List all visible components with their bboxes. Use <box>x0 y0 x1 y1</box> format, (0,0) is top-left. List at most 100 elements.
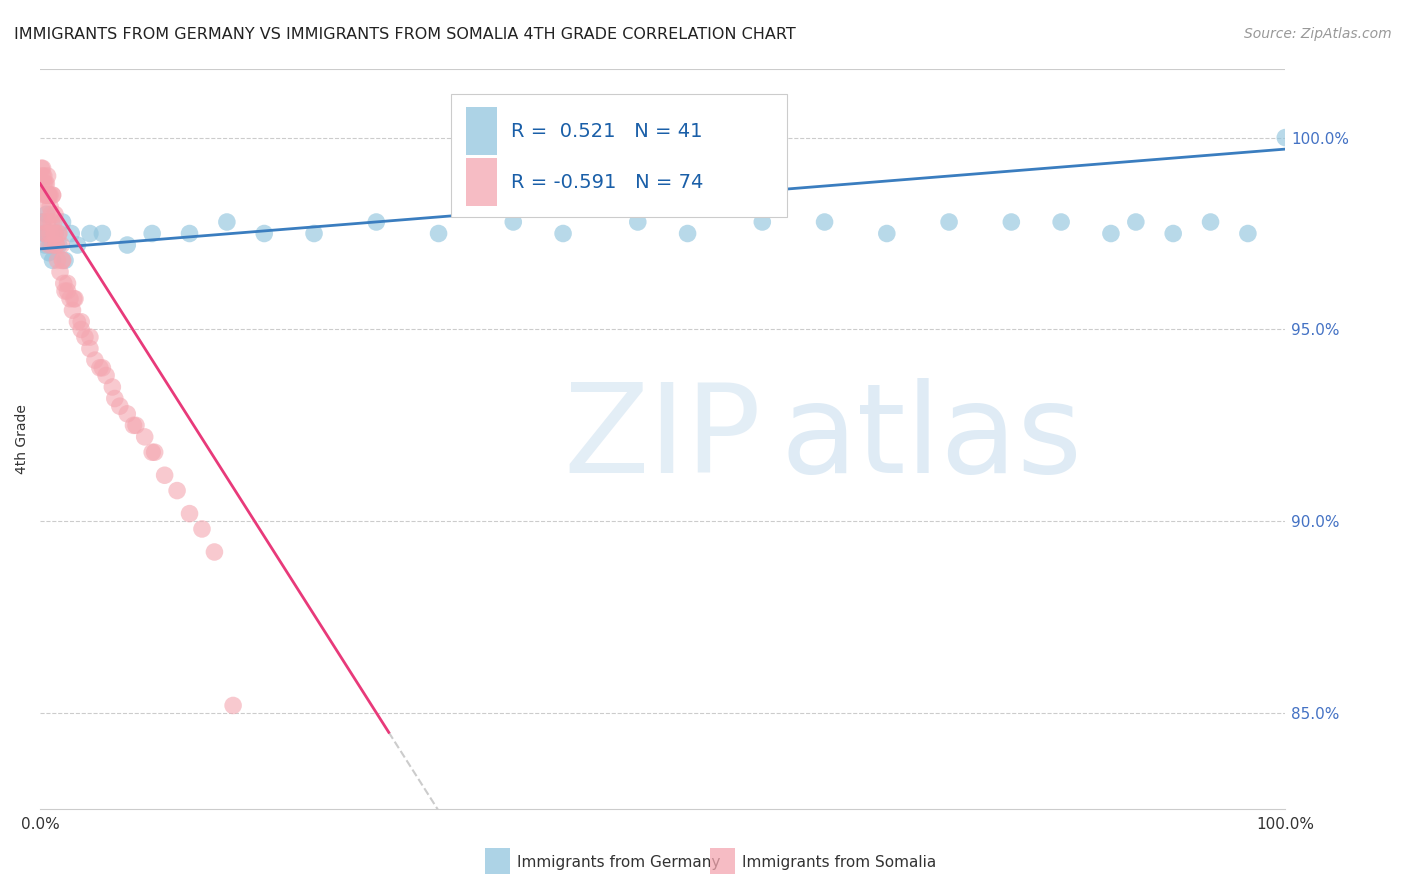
Point <box>117 238 139 252</box>
Point <box>32 169 55 183</box>
Point <box>1274 130 1296 145</box>
Text: ZIP: ZIP <box>562 378 761 500</box>
Point <box>876 227 898 241</box>
Point <box>62 292 84 306</box>
Point <box>253 227 276 241</box>
Point <box>215 215 238 229</box>
Point <box>41 253 63 268</box>
Point <box>45 238 67 252</box>
Point <box>51 253 73 268</box>
Point <box>56 284 79 298</box>
Point <box>39 207 62 221</box>
Point <box>73 330 96 344</box>
Point <box>366 215 388 229</box>
Point <box>45 238 67 252</box>
Point <box>53 253 76 268</box>
Point <box>502 215 524 229</box>
Point <box>122 418 145 433</box>
Point <box>1125 215 1147 229</box>
Point <box>44 227 66 241</box>
Point <box>627 215 650 229</box>
Point <box>31 215 53 229</box>
Point <box>302 227 325 241</box>
Text: R = -0.591   N = 74: R = -0.591 N = 74 <box>510 173 703 192</box>
Point <box>66 238 89 252</box>
Point <box>44 227 66 241</box>
Point <box>52 277 75 291</box>
Point <box>1199 215 1222 229</box>
Point <box>91 227 114 241</box>
Point <box>179 507 201 521</box>
Point <box>66 315 89 329</box>
Point <box>35 188 58 202</box>
Point <box>204 545 226 559</box>
Point <box>32 215 55 229</box>
Point <box>101 380 124 394</box>
Point <box>1099 227 1122 241</box>
Point <box>37 215 59 229</box>
Point <box>38 245 60 260</box>
Point <box>35 207 58 221</box>
Point <box>676 227 699 241</box>
Point <box>51 253 73 268</box>
Point <box>94 368 117 383</box>
Point <box>51 238 73 252</box>
Point <box>37 188 59 202</box>
Point <box>35 177 58 191</box>
Point <box>153 468 176 483</box>
Point <box>39 188 62 202</box>
Point <box>39 215 62 229</box>
Point <box>89 360 111 375</box>
Point <box>38 188 60 202</box>
Point <box>31 169 53 183</box>
Point <box>41 188 63 202</box>
Point <box>56 277 79 291</box>
Point <box>166 483 188 498</box>
Point <box>70 315 93 329</box>
Text: IMMIGRANTS FROM GERMANY VS IMMIGRANTS FROM SOMALIA 4TH GRADE CORRELATION CHART: IMMIGRANTS FROM GERMANY VS IMMIGRANTS FR… <box>14 27 796 42</box>
Point <box>104 392 127 406</box>
Point <box>32 177 55 191</box>
Point <box>41 238 63 252</box>
Point <box>83 353 105 368</box>
Point <box>63 292 86 306</box>
Point <box>34 227 56 241</box>
Point <box>48 227 70 241</box>
Point <box>39 238 62 252</box>
Point <box>143 445 166 459</box>
FancyBboxPatch shape <box>465 159 498 206</box>
Y-axis label: 4th Grade: 4th Grade <box>15 404 30 474</box>
Point <box>1050 215 1073 229</box>
Point <box>42 227 65 241</box>
Point <box>79 227 101 241</box>
Point <box>32 227 55 241</box>
Text: Immigrants from Germany: Immigrants from Germany <box>517 855 721 870</box>
FancyBboxPatch shape <box>465 107 498 155</box>
Point <box>427 227 450 241</box>
Point <box>117 407 139 421</box>
Point <box>59 292 82 306</box>
Point <box>39 227 62 241</box>
Point <box>48 238 70 252</box>
Point <box>141 445 163 459</box>
Point <box>191 522 214 536</box>
Text: Source: ZipAtlas.com: Source: ZipAtlas.com <box>1244 27 1392 41</box>
Point <box>141 227 163 241</box>
Point <box>51 215 73 229</box>
Point <box>34 177 56 191</box>
Point <box>49 265 72 279</box>
Point <box>37 169 59 183</box>
Point <box>44 207 66 221</box>
Point <box>46 253 69 268</box>
Point <box>551 227 574 241</box>
Point <box>38 188 60 202</box>
Text: atlas: atlas <box>780 378 1083 500</box>
Point <box>751 215 773 229</box>
Point <box>91 360 114 375</box>
Point <box>70 322 93 336</box>
Point <box>37 227 59 241</box>
Point <box>31 200 53 214</box>
Point <box>108 399 131 413</box>
Point <box>813 215 835 229</box>
FancyBboxPatch shape <box>451 95 787 217</box>
